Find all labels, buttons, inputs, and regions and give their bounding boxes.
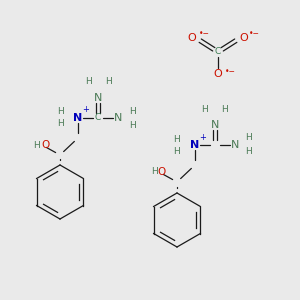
Text: H: H — [246, 134, 252, 142]
Text: O: O — [41, 140, 49, 150]
Text: +: + — [200, 133, 206, 142]
Text: H: H — [34, 140, 40, 149]
Text: O: O — [158, 167, 166, 177]
Text: H: H — [129, 121, 135, 130]
Text: N: N — [211, 120, 219, 130]
Text: H: H — [174, 146, 180, 155]
Text: H: H — [151, 167, 158, 176]
Text: N: N — [94, 93, 102, 103]
Text: N: N — [74, 113, 82, 123]
Text: •−: •− — [199, 29, 210, 38]
Text: C: C — [215, 47, 221, 56]
Text: H: H — [174, 134, 180, 143]
Text: C: C — [95, 113, 101, 122]
Text: N: N — [190, 140, 200, 150]
Text: N: N — [114, 113, 122, 123]
Text: O: O — [240, 33, 248, 43]
Text: H: H — [222, 104, 228, 113]
Text: H: H — [246, 148, 252, 157]
Text: •−: •− — [249, 29, 260, 38]
Text: +: + — [82, 106, 89, 115]
Text: H: H — [57, 119, 63, 128]
Text: H: H — [105, 77, 111, 86]
Text: N: N — [231, 140, 239, 150]
Text: H: H — [57, 107, 63, 116]
Text: H: H — [129, 106, 135, 116]
Text: H: H — [85, 77, 92, 86]
Text: O: O — [188, 33, 196, 43]
Text: O: O — [214, 69, 222, 79]
Text: H: H — [202, 104, 208, 113]
Text: •−: •− — [225, 67, 236, 76]
